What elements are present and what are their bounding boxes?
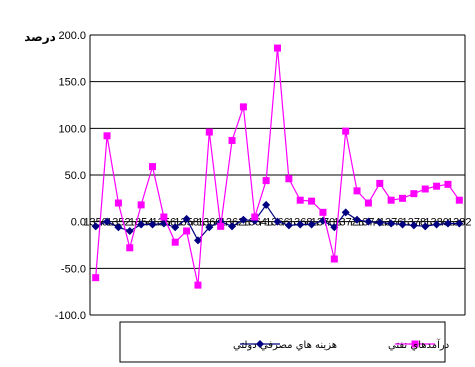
data-point bbox=[387, 219, 396, 228]
legend-marker bbox=[411, 340, 419, 348]
data-point bbox=[194, 281, 202, 289]
data-point bbox=[307, 220, 316, 229]
y-tick-label: 100.0 bbox=[58, 123, 86, 135]
data-point bbox=[148, 220, 157, 229]
data-point bbox=[296, 196, 304, 204]
data-point bbox=[455, 219, 464, 228]
data-point bbox=[443, 219, 452, 228]
y-axis: -100.0 -50.0 0.0 50.0 100.0 150.0 200.0 bbox=[55, 30, 466, 322]
data-point bbox=[171, 223, 180, 232]
legend: درآمدهاي نفتي هزينه هاي مصرفي دولتي bbox=[119, 321, 449, 363]
data-point bbox=[364, 199, 372, 207]
data-point bbox=[455, 196, 463, 204]
data-point bbox=[421, 185, 429, 193]
data-point bbox=[410, 190, 418, 198]
data-point bbox=[114, 199, 122, 207]
data-point bbox=[125, 227, 134, 235]
data-point bbox=[205, 223, 214, 232]
data-point bbox=[342, 127, 350, 135]
data-point bbox=[262, 177, 270, 185]
data-point bbox=[262, 200, 271, 209]
data-point bbox=[330, 255, 338, 263]
data-point bbox=[375, 218, 384, 227]
data-point bbox=[421, 222, 430, 231]
data-point bbox=[319, 208, 327, 216]
legend-label: درآمدهاي نفتي bbox=[388, 338, 449, 351]
data-point bbox=[160, 213, 168, 221]
legend-box bbox=[119, 321, 446, 363]
data-point bbox=[103, 217, 112, 226]
data-point bbox=[353, 215, 362, 224]
series-2 bbox=[92, 44, 463, 289]
data-point bbox=[126, 244, 134, 252]
data-point bbox=[114, 223, 123, 232]
y-tick-label: 0.0 bbox=[71, 217, 86, 229]
data-point bbox=[137, 201, 145, 209]
y-tick-label: 50.0 bbox=[65, 170, 86, 182]
data-point bbox=[171, 238, 179, 246]
data-point bbox=[341, 208, 350, 217]
data-point bbox=[409, 221, 418, 230]
series-1 bbox=[91, 200, 464, 245]
data-point bbox=[183, 227, 191, 235]
legend-item-1: درآمدهاي نفتي bbox=[388, 338, 449, 351]
data-point bbox=[353, 187, 361, 195]
data-point bbox=[285, 175, 293, 183]
data-point bbox=[251, 213, 259, 221]
data-point bbox=[274, 44, 281, 52]
legend-item-2: هزينه هاي مصرفي دولتي bbox=[233, 340, 337, 351]
data-point bbox=[398, 220, 407, 229]
data-point bbox=[330, 223, 339, 232]
data-point bbox=[296, 220, 305, 229]
y-tick-label: 200.0 bbox=[58, 30, 86, 42]
data-point bbox=[376, 179, 384, 187]
y-tick-label: -50.0 bbox=[61, 263, 86, 275]
legend-marker bbox=[256, 340, 264, 348]
data-point bbox=[91, 222, 100, 231]
data-point bbox=[308, 197, 316, 205]
data-point bbox=[239, 103, 247, 111]
data-point bbox=[228, 136, 236, 144]
legend-label: هزينه هاي مصرفي دولتي bbox=[233, 340, 337, 351]
data-point bbox=[205, 128, 213, 136]
data-point bbox=[433, 182, 441, 190]
data-point bbox=[182, 214, 191, 223]
y-tick-label: 150.0 bbox=[58, 77, 86, 89]
data-point bbox=[432, 220, 441, 229]
gridlines bbox=[90, 34, 465, 316]
data-point bbox=[103, 132, 111, 140]
series-layer bbox=[91, 44, 464, 289]
data-point bbox=[193, 236, 202, 245]
data-point bbox=[149, 163, 156, 171]
data-point bbox=[92, 274, 100, 282]
data-point bbox=[387, 196, 395, 204]
data-point bbox=[364, 217, 373, 226]
y-tick-label: -100.0 bbox=[55, 310, 86, 322]
data-point bbox=[217, 222, 225, 230]
y-axis-label: درصد bbox=[24, 30, 56, 44]
data-point bbox=[284, 221, 293, 230]
data-point bbox=[137, 220, 146, 229]
data-point bbox=[273, 217, 282, 226]
data-point bbox=[228, 222, 237, 231]
data-point bbox=[444, 180, 452, 188]
data-point bbox=[399, 194, 406, 202]
data-point bbox=[239, 215, 248, 224]
